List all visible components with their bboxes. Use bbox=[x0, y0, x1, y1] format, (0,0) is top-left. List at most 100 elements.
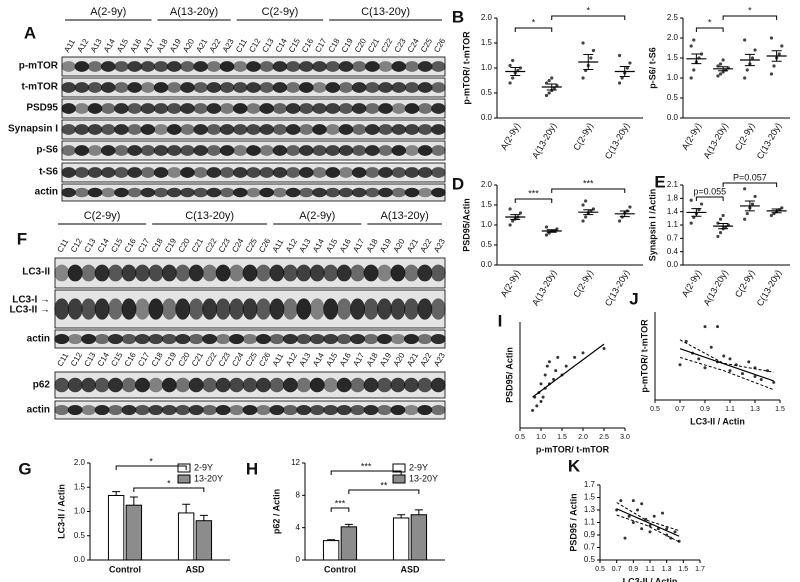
lane-label: A11 bbox=[271, 237, 286, 254]
significance-bracket bbox=[133, 487, 205, 492]
y-axis-label: PSD95/Actin bbox=[461, 198, 471, 252]
group-header: C(2-9y) bbox=[84, 210, 121, 222]
y-tick-label: 0 bbox=[296, 555, 301, 564]
blot-band bbox=[430, 298, 446, 320]
error-bar bbox=[691, 208, 702, 217]
blot-band bbox=[391, 61, 407, 72]
x-tick-label: A(13-20y) bbox=[701, 121, 729, 160]
blot-band bbox=[180, 167, 195, 178]
significance-label: *** bbox=[361, 461, 372, 471]
data-point bbox=[602, 347, 606, 350]
blot-band bbox=[296, 333, 312, 345]
lane-label: C15 bbox=[109, 350, 124, 368]
data-point bbox=[511, 76, 515, 80]
lane-label: C25 bbox=[244, 350, 259, 368]
blot-band bbox=[404, 61, 420, 72]
blot-band bbox=[259, 167, 274, 178]
blot-band bbox=[87, 167, 103, 178]
group-header: C(2-9y) bbox=[262, 6, 299, 18]
lane-label: A20 bbox=[181, 37, 196, 54]
blot-band bbox=[350, 333, 365, 345]
blot-band bbox=[269, 333, 285, 345]
blot-band bbox=[148, 264, 164, 282]
y-axis-label: PSD95 / Actin bbox=[568, 493, 578, 551]
lane-label: C20 bbox=[177, 350, 192, 368]
data-point bbox=[584, 199, 588, 203]
blot-band bbox=[272, 167, 288, 178]
blot-band bbox=[390, 333, 406, 345]
blot-band bbox=[233, 124, 248, 135]
blot-band bbox=[188, 333, 204, 345]
blot-band bbox=[363, 377, 379, 393]
x-tick-label: A(2-9y) bbox=[499, 268, 522, 299]
blot-band bbox=[153, 61, 169, 72]
y-axis-label: PSD95/ Actin bbox=[504, 347, 514, 403]
blot-band bbox=[272, 124, 288, 135]
lane-label: A19 bbox=[378, 351, 393, 368]
blot-band bbox=[431, 167, 446, 178]
lane-label: A15 bbox=[324, 351, 339, 368]
blot-band bbox=[233, 167, 248, 178]
y-tick-label: 0.4 bbox=[667, 247, 679, 256]
blot-band bbox=[365, 103, 380, 114]
x-tick-label: 1.5 bbox=[557, 434, 567, 441]
blot-band bbox=[430, 404, 446, 416]
blot-band bbox=[193, 187, 208, 198]
lane-label: C12 bbox=[69, 350, 84, 368]
blot-band bbox=[153, 167, 169, 178]
blot-band bbox=[404, 103, 420, 114]
blot-band bbox=[180, 145, 195, 156]
x-tick-label: C(13-20y) bbox=[755, 121, 784, 161]
lane-label: A14 bbox=[311, 237, 326, 254]
blot-band bbox=[74, 124, 90, 135]
blot-band bbox=[391, 187, 407, 198]
blot-band bbox=[74, 103, 90, 114]
data-point bbox=[684, 339, 688, 343]
blot-band bbox=[338, 167, 354, 178]
data-point bbox=[581, 219, 585, 223]
blot-band bbox=[338, 124, 354, 135]
blot-band bbox=[180, 103, 195, 114]
blot-band bbox=[269, 404, 285, 416]
blot-band bbox=[100, 187, 116, 198]
blot-band bbox=[363, 404, 379, 416]
error-bar bbox=[691, 53, 702, 65]
y-axis-label: p62 / Actin bbox=[271, 489, 281, 534]
data-point bbox=[539, 400, 543, 403]
blot-band bbox=[114, 167, 129, 178]
panel-label: J bbox=[629, 289, 638, 308]
confidence-band bbox=[616, 502, 680, 532]
blot-band bbox=[246, 103, 261, 114]
blot-band bbox=[100, 61, 116, 72]
blot-band bbox=[74, 167, 90, 178]
blot-band bbox=[336, 377, 352, 393]
data-point bbox=[636, 508, 639, 512]
y-tick-label: 2.0 bbox=[667, 33, 679, 42]
blot-band bbox=[403, 377, 419, 393]
blot-band bbox=[242, 264, 258, 282]
data-point bbox=[640, 502, 644, 506]
lane-label: C16 bbox=[123, 236, 138, 254]
lane-label: A23 bbox=[221, 37, 236, 54]
x-tick-label: 1.3 bbox=[750, 406, 760, 413]
row-label: t-S6 bbox=[39, 167, 58, 178]
data-point bbox=[747, 360, 751, 364]
blot-band bbox=[175, 333, 191, 345]
blot-band bbox=[54, 404, 70, 416]
lane-label: C19 bbox=[340, 36, 355, 54]
blot-band bbox=[390, 264, 406, 282]
blot-band bbox=[140, 103, 156, 114]
y-tick-label: 1.5 bbox=[481, 200, 493, 209]
lane-label: C16 bbox=[123, 350, 138, 368]
error-bar bbox=[327, 539, 336, 541]
blot-band bbox=[215, 377, 231, 393]
blot-band bbox=[282, 377, 298, 393]
blot-band bbox=[67, 264, 83, 282]
blot-band bbox=[61, 82, 76, 93]
blot-band bbox=[309, 298, 325, 320]
data-point bbox=[552, 377, 556, 381]
y-axis-label: Synapsin I /Actin bbox=[647, 189, 657, 262]
blot-band bbox=[377, 404, 392, 416]
y-tick-label: 1.5 bbox=[481, 38, 493, 47]
blot-band bbox=[127, 82, 142, 93]
